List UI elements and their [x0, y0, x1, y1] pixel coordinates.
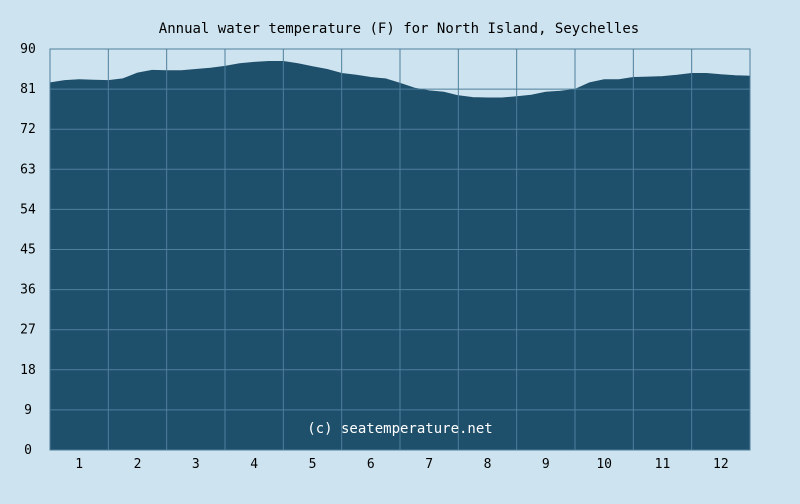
grid-layer — [50, 48, 750, 451]
x-tick-label: 4 — [250, 457, 258, 472]
x-tick-label: 7 — [425, 457, 433, 472]
y-tick-label: 18 — [20, 363, 36, 378]
plot-frame — [49, 48, 751, 451]
x-axis-ticks: 1 2 3 4 5 6 7 8 9 10 11 12 — [75, 457, 728, 472]
watermark-text: (c) seatemperature.net — [307, 421, 492, 437]
y-tick-label: 81 — [20, 82, 36, 97]
x-tick-label: 3 — [192, 457, 200, 472]
y-axis-ticks: 0 9 18 27 36 45 54 63 72 81 90 — [20, 42, 36, 458]
chart-title: Annual water temperature (F) for North I… — [159, 21, 639, 37]
x-tick-label: 12 — [713, 457, 729, 472]
x-tick-label: 9 — [542, 457, 550, 472]
y-tick-label: 9 — [24, 403, 32, 418]
x-tick-label: 2 — [134, 457, 142, 472]
x-tick-label: 8 — [484, 457, 492, 472]
x-tick-label: 10 — [596, 457, 612, 472]
y-tick-label: 0 — [24, 443, 32, 458]
y-tick-label: 36 — [20, 283, 36, 298]
x-tick-label: 5 — [309, 457, 317, 472]
y-tick-label: 27 — [20, 323, 36, 338]
x-tick-label: 11 — [655, 457, 671, 472]
y-tick-label: 90 — [20, 42, 36, 57]
x-tick-label: 1 — [75, 457, 83, 472]
y-tick-label: 45 — [20, 243, 36, 258]
y-tick-label: 72 — [20, 122, 36, 137]
y-tick-label: 63 — [20, 162, 36, 177]
y-tick-label: 54 — [20, 202, 36, 217]
x-tick-label: 6 — [367, 457, 375, 472]
